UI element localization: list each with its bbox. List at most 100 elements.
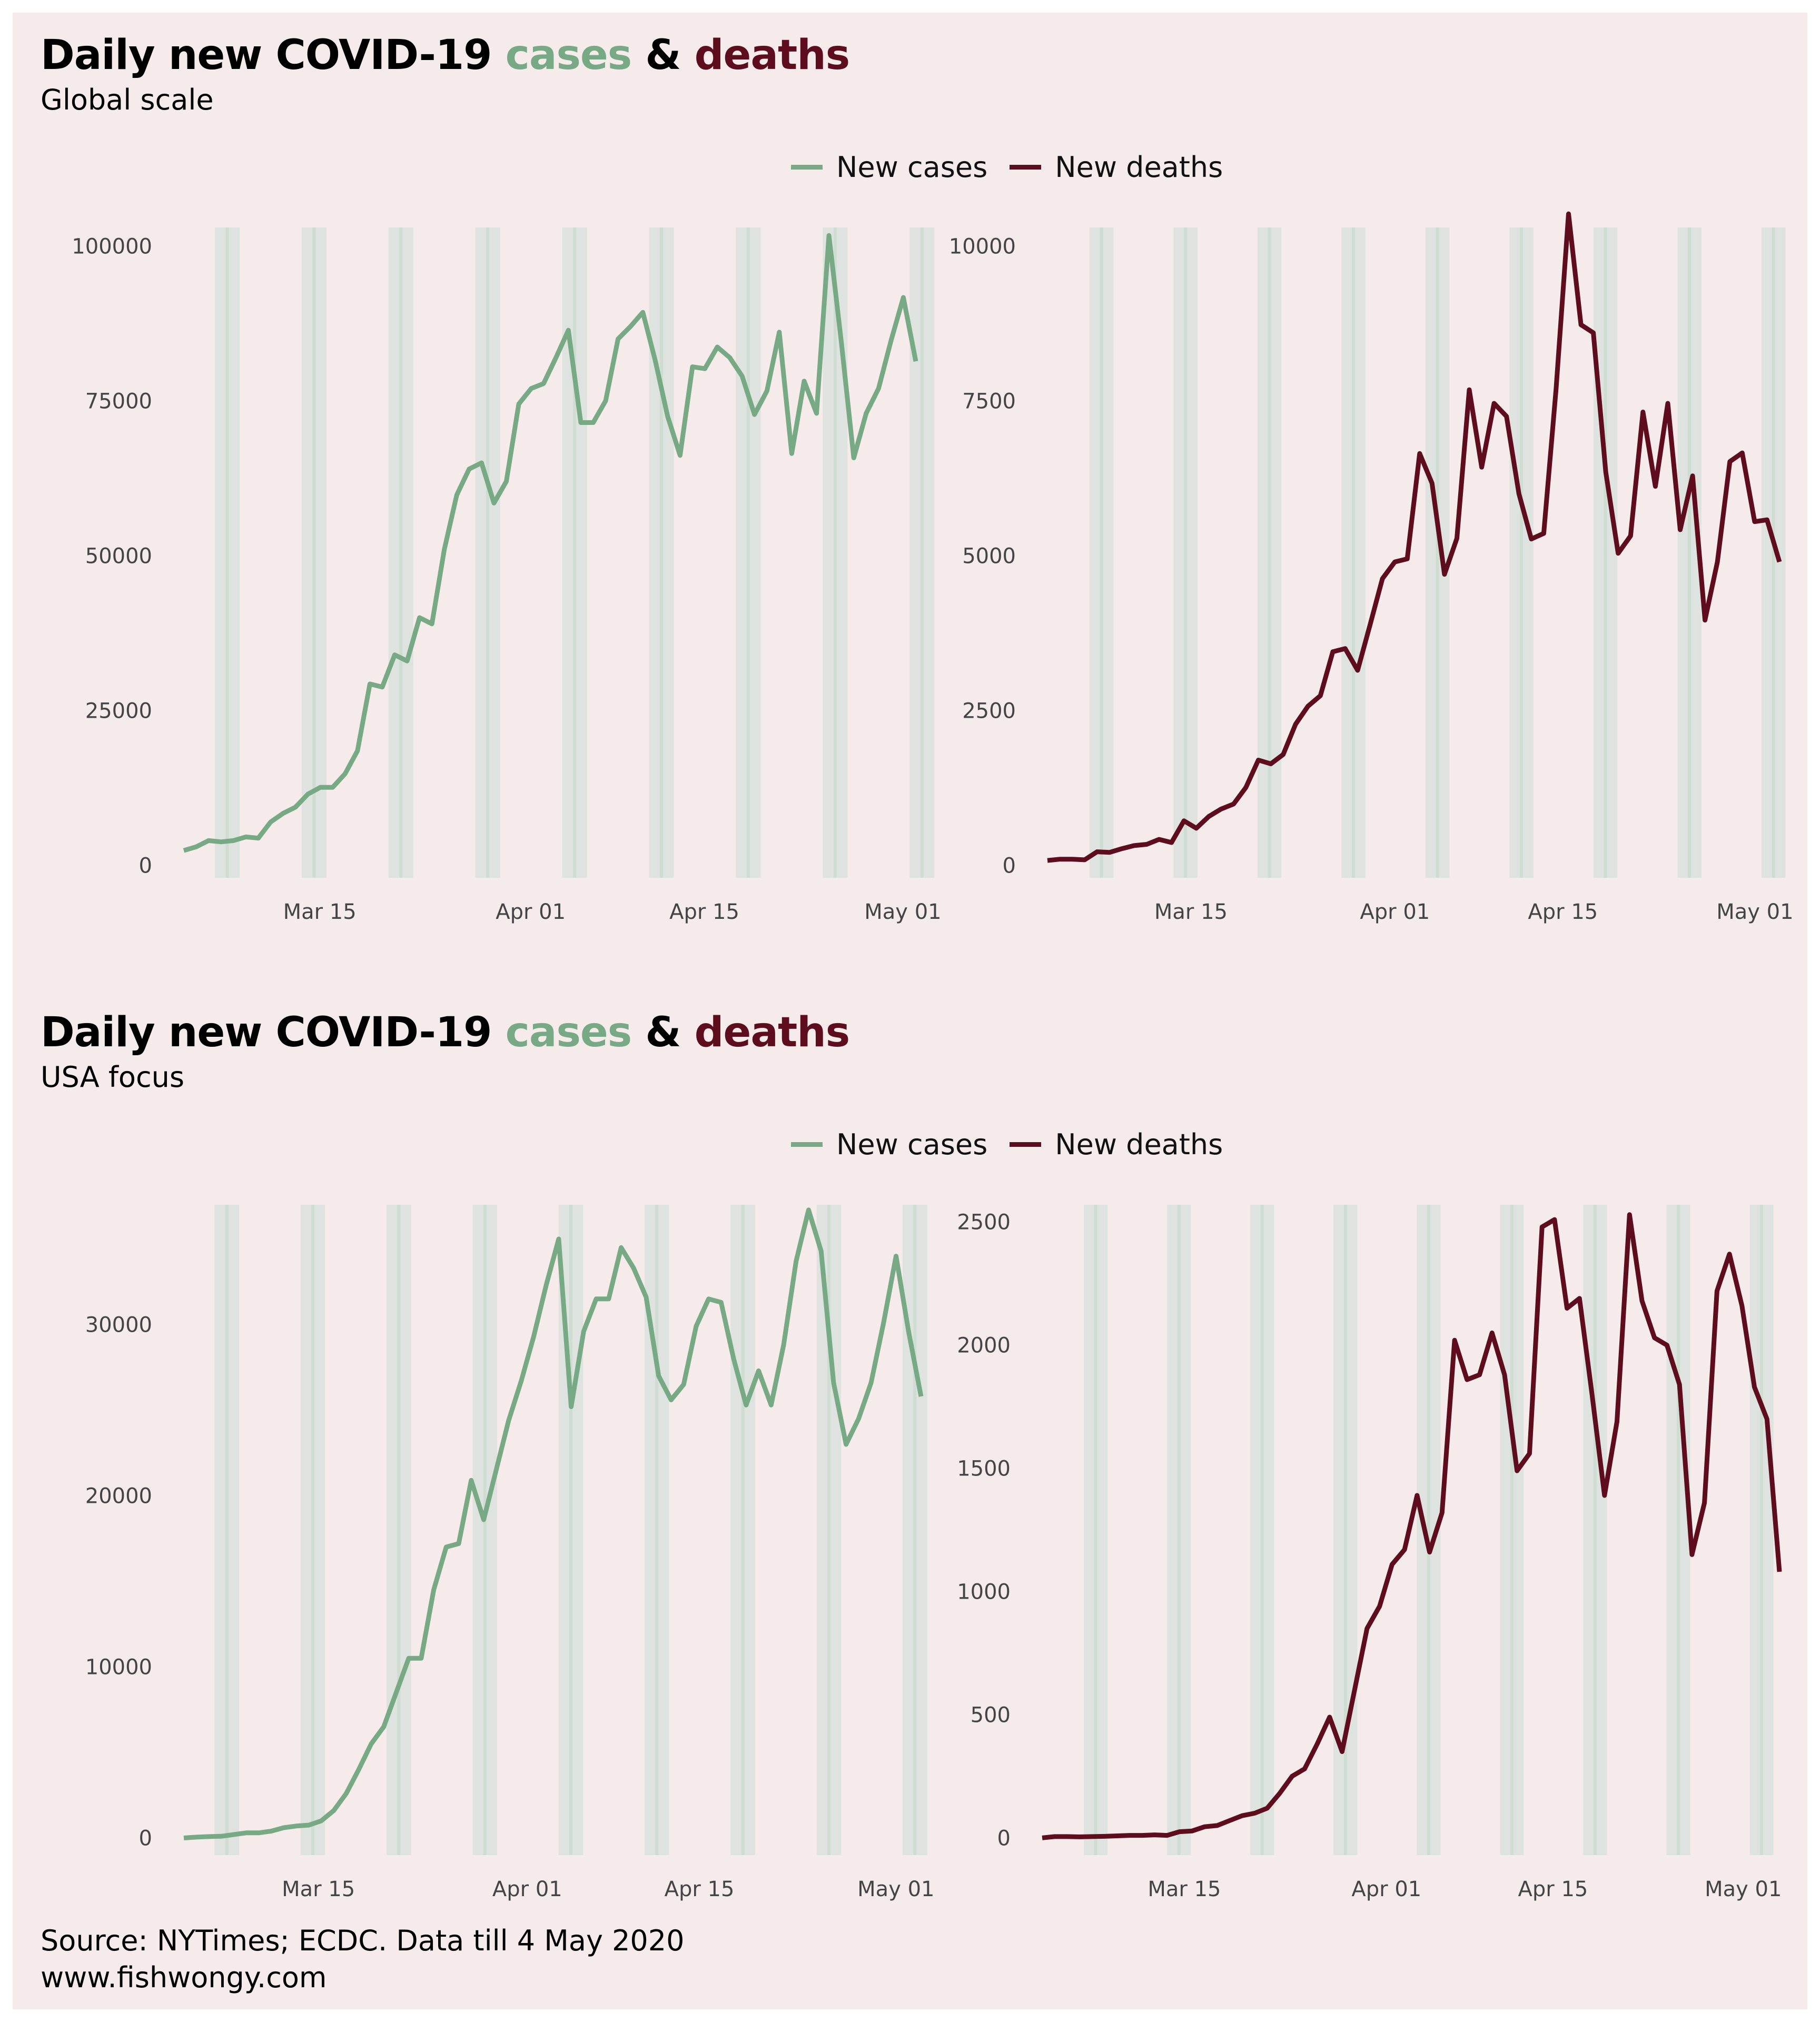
weekend-band-center [1094, 1205, 1097, 1855]
y-tick-label: 0 [1003, 854, 1016, 878]
weekend-band-center [573, 227, 577, 878]
x-tick-label: May 01 [864, 900, 941, 924]
legend-key-deaths [1010, 1142, 1042, 1147]
title-prefix: Daily new COVID-19 [41, 32, 506, 79]
weekend-band-center [1604, 227, 1607, 878]
y-tick-label: 0 [139, 854, 152, 878]
legend-key-cases [791, 164, 823, 170]
weekend-band-center [1268, 227, 1271, 878]
x-tick-label: Apr 15 [669, 900, 739, 924]
y-tick-label: 10000 [949, 234, 1016, 259]
series-line-new-cases [183, 1207, 924, 1840]
weekend-band-center [483, 1205, 487, 1855]
weekend-band-center [1520, 227, 1524, 878]
y-tick-label: 0 [997, 1826, 1011, 1850]
x-tick-label: Apr 15 [1528, 900, 1598, 924]
weekend-band-center [311, 1205, 314, 1855]
title-cases-word: cases [505, 32, 632, 79]
legend-item-cases: New cases [791, 151, 987, 184]
weekend-band-center [1772, 227, 1775, 878]
weekend-band-center [741, 1205, 745, 1855]
weekend-band-center [1260, 1205, 1264, 1855]
weekend-band-center [1594, 1205, 1597, 1855]
usa-deaths-chart: 0 500 1000 1500 2000 2500 Mar 15 Apr 01 Apr 15 Ma… [957, 1205, 1782, 1901]
x-tick-label: Apr 15 [1518, 1877, 1588, 1901]
series-line-new-cases [183, 233, 918, 853]
series-line-new-deaths [1047, 211, 1782, 863]
panel-subtitle: Global scale [41, 83, 214, 116]
weekend-band-center [1184, 227, 1188, 878]
figure-title: Daily new COVID-19 cases & deaths [41, 1009, 850, 1056]
legend-item-deaths: New deaths [1010, 151, 1223, 184]
title-cases-word: cases [505, 1009, 632, 1056]
usa-cases-chart: 0 10000 20000 30000 Mar 15 Apr 01 Apr 15 May 01 [85, 1205, 934, 1901]
y-tick-label: 0 [139, 1827, 152, 1851]
weekend-band-center [1436, 227, 1439, 878]
y-tick-label: 2000 [957, 1334, 1011, 1358]
weekend-bands [1089, 227, 1786, 878]
weekend-band-center [1688, 227, 1692, 878]
weekend-band-center [225, 227, 229, 878]
weekend-band-center [833, 227, 837, 878]
y-tick-label: 500 [971, 1703, 1011, 1727]
weekend-band-center [913, 1205, 917, 1855]
x-tick-label: May 01 [857, 1877, 934, 1901]
global-deaths-chart: 0 2500 5000 7500 10000 Mar 15 Apr 01 Apr 15 May … [949, 211, 1794, 924]
title-deaths-word: deaths [694, 1009, 850, 1056]
y-tick-label: 30000 [85, 1313, 152, 1337]
legend-key-cases [791, 1142, 823, 1147]
legend-key-deaths [1010, 164, 1042, 170]
y-tick-label: 10000 [85, 1656, 152, 1680]
weekend-band-center [655, 1205, 659, 1855]
weekend-band-center [1352, 227, 1356, 878]
legend: New cases New deaths [791, 148, 1245, 185]
x-tick-label: May 01 [1705, 1877, 1782, 1901]
x-tick-label: Mar 15 [282, 1877, 355, 1901]
x-tick-label: Apr 01 [1351, 1877, 1421, 1901]
x-tick-label: Mar 15 [1148, 1877, 1221, 1901]
y-tick-label: 2500 [962, 699, 1016, 723]
weekend-bands [214, 1205, 927, 1855]
title-ampersand: & [631, 32, 695, 79]
weekend-band-center [1510, 1205, 1514, 1855]
weekend-bands [1084, 1205, 1774, 1855]
weekend-band-center [397, 1205, 401, 1855]
weekend-band-center [1677, 1205, 1680, 1855]
weekend-band-center [225, 1205, 229, 1855]
y-tick-label: 20000 [85, 1484, 152, 1509]
title-deaths-word: deaths [694, 32, 850, 79]
x-tick-label: Apr 01 [496, 900, 566, 924]
weekend-band-center [920, 227, 924, 878]
x-tick-label: Mar 15 [283, 900, 357, 924]
x-tick-label: Apr 01 [492, 1877, 562, 1901]
title-prefix: Daily new COVID-19 [41, 1009, 506, 1056]
y-tick-label: 50000 [85, 544, 152, 568]
x-tick-label: Apr 15 [665, 1877, 735, 1901]
legend-label-cases: New cases [836, 1127, 988, 1161]
figure-background: Daily new COVID-19 cases & deaths Global… [13, 13, 1807, 2009]
legend-item-deaths: New deaths [1010, 1128, 1223, 1161]
weekend-band-center [827, 1205, 830, 1855]
weekend-band-center [1343, 1205, 1347, 1855]
x-tick-label: Apr 01 [1360, 900, 1430, 924]
weekend-band-center [1760, 1205, 1764, 1855]
y-tick-label: 100000 [72, 234, 152, 259]
legend-label-deaths: New deaths [1055, 1127, 1223, 1161]
global-cases-chart: 0 25000 50000 75000 100000 Mar 15 Apr 01 Apr 15… [72, 227, 942, 924]
y-tick-label: 25000 [85, 699, 152, 723]
legend-item-cases: New cases [791, 1128, 987, 1161]
title-ampersand: & [631, 1009, 695, 1056]
y-tick-label: 1500 [957, 1457, 1011, 1481]
y-tick-label: 5000 [962, 544, 1016, 568]
weekend-band-center [660, 227, 664, 878]
figure-title: Daily new COVID-19 cases & deaths [41, 32, 850, 79]
y-tick-label: 7500 [962, 389, 1016, 413]
weekend-band-center [1177, 1205, 1181, 1855]
legend-label-cases: New cases [836, 150, 988, 184]
x-tick-label: Mar 15 [1154, 900, 1228, 924]
website-note: www.fishwongy.com [41, 1961, 327, 1994]
y-tick-label: 75000 [85, 389, 152, 413]
weekend-band-center [1100, 227, 1103, 878]
weekend-band-center [312, 227, 316, 878]
weekend-band-center [486, 227, 490, 878]
